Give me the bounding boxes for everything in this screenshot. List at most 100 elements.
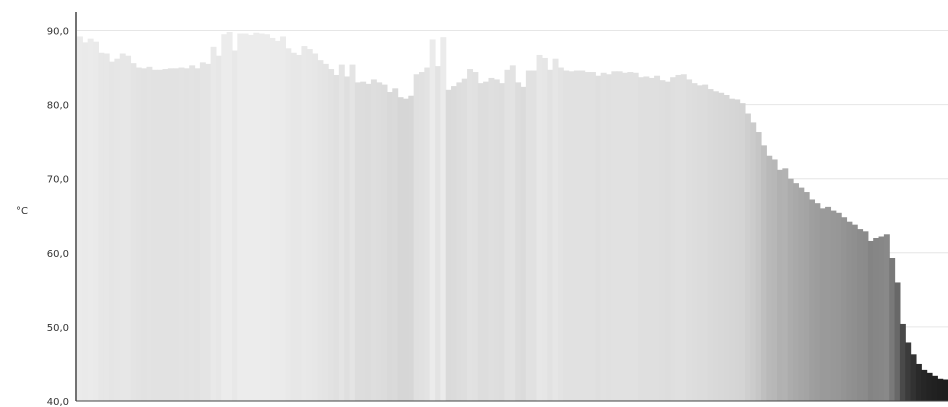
- bar: [109, 61, 115, 401]
- bar: [344, 76, 351, 402]
- bar: [253, 32, 260, 401]
- bar: [531, 70, 538, 401]
- bar: [664, 81, 671, 402]
- bar: [103, 53, 110, 402]
- bar: [296, 54, 303, 401]
- bar: [552, 58, 559, 402]
- bar: [429, 39, 436, 402]
- bar: [237, 33, 244, 402]
- bar: [675, 74, 682, 401]
- bar: [135, 67, 142, 401]
- bar: [627, 72, 634, 402]
- bar: [328, 69, 335, 402]
- bar: [777, 169, 783, 401]
- bar: [141, 68, 148, 401]
- bar: [472, 72, 479, 402]
- bar: [579, 70, 586, 401]
- bar: [525, 70, 532, 401]
- bar: [654, 75, 661, 401]
- bar: [771, 159, 778, 401]
- bar: [520, 86, 527, 401]
- bar: [82, 42, 89, 401]
- bar: [696, 85, 703, 401]
- bar: [125, 55, 132, 401]
- bar: [568, 71, 575, 401]
- bar: [739, 103, 746, 401]
- bar: [600, 72, 607, 401]
- bar: [899, 323, 906, 401]
- bar: [114, 58, 121, 402]
- bar: [803, 192, 810, 401]
- bar: [258, 33, 265, 402]
- bar: [215, 55, 222, 401]
- bar: [937, 378, 944, 401]
- bar: [183, 68, 190, 401]
- bar: [274, 40, 281, 402]
- bar: [867, 240, 874, 401]
- bar: [712, 91, 719, 401]
- bar: [541, 57, 548, 401]
- y-tick-label: 50,0: [47, 323, 69, 334]
- bar: [119, 53, 126, 402]
- bar: [894, 282, 901, 401]
- bar: [760, 145, 767, 401]
- bar: [445, 89, 452, 402]
- bar: [841, 217, 848, 401]
- bar: [312, 53, 319, 402]
- y-axis: [75, 12, 948, 402]
- bar: [189, 65, 196, 401]
- bar: [205, 63, 212, 402]
- bar: [718, 92, 725, 401]
- bar: [483, 81, 490, 402]
- bar: [766, 155, 773, 401]
- bar: [734, 99, 741, 402]
- bar: [862, 231, 869, 401]
- bar: [226, 32, 233, 401]
- bar: [440, 37, 447, 401]
- bar: [830, 210, 837, 401]
- bar: [151, 69, 158, 401]
- bar: [942, 379, 948, 401]
- bar: [846, 221, 853, 401]
- bar: [499, 83, 506, 401]
- bar: [317, 60, 324, 401]
- bar: [648, 77, 655, 401]
- bar: [728, 98, 735, 401]
- y-tick-label: 40,0: [47, 397, 69, 407]
- bar: [793, 183, 799, 401]
- bar: [210, 46, 217, 401]
- y-tick-label: 90,0: [47, 27, 69, 38]
- bar: [702, 84, 709, 402]
- bar: [611, 71, 618, 401]
- bar: [606, 74, 612, 402]
- bar: [857, 229, 864, 401]
- bar: [638, 77, 645, 401]
- bar: [825, 206, 832, 401]
- bar: [461, 78, 468, 401]
- bar: [557, 67, 564, 401]
- bar: [381, 84, 388, 402]
- bar: [787, 178, 794, 401]
- bar: [306, 49, 313, 402]
- bar: [333, 74, 340, 401]
- bar: [451, 86, 457, 401]
- bar: [477, 83, 484, 401]
- bar: [659, 80, 666, 402]
- bar: [467, 69, 474, 402]
- bar: [782, 168, 789, 401]
- bar: [402, 98, 409, 401]
- bar: [397, 97, 404, 402]
- bar: [873, 237, 880, 401]
- bar: [798, 187, 805, 401]
- bar: [98, 52, 105, 401]
- bar: [723, 94, 730, 402]
- y-tick-label: 60,0: [47, 249, 69, 260]
- bar: [280, 36, 286, 401]
- bar: [408, 95, 415, 401]
- bar: [680, 74, 687, 402]
- bar: [632, 72, 639, 401]
- bar: [290, 52, 297, 401]
- bar: [194, 68, 201, 401]
- bar: [386, 92, 393, 402]
- bar: [424, 67, 431, 401]
